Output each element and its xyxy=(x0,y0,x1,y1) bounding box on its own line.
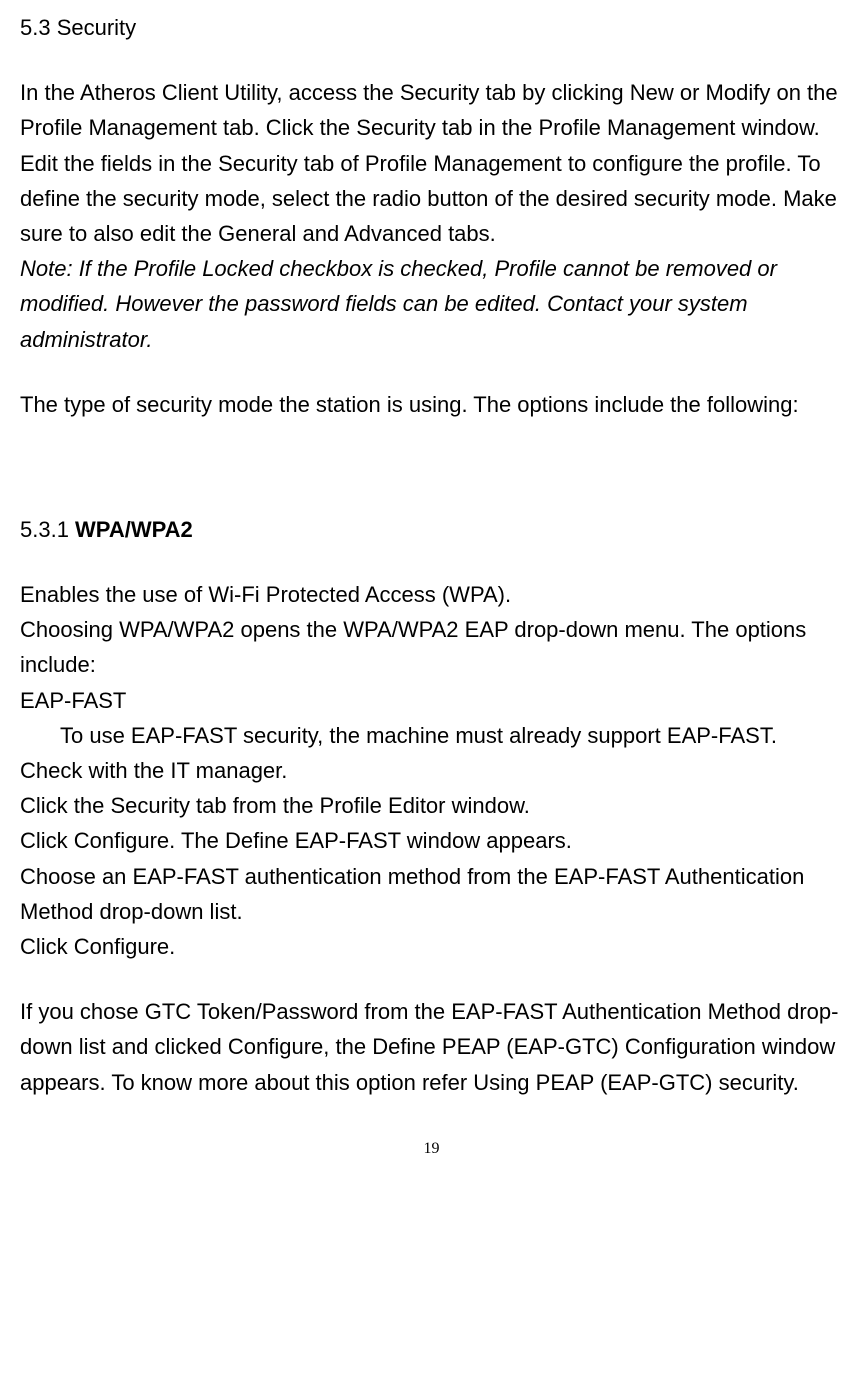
paragraph-click-configure-2: Click Configure. xyxy=(20,929,843,964)
subsection-number: 5.3.1 xyxy=(20,517,75,542)
subsection-title: WPA/WPA2 xyxy=(75,517,193,542)
paragraph-click-security: Click the Security tab from the Profile … xyxy=(20,788,843,823)
paragraph-wpa-options: Choosing WPA/WPA2 opens the WPA/WPA2 EAP… xyxy=(20,612,843,682)
subsection-heading: 5.3.1 WPA/WPA2 xyxy=(20,512,843,547)
spacer xyxy=(20,422,843,512)
note-text: Note: If the Profile Locked checkbox is … xyxy=(20,251,843,357)
paragraph-options-intro: The type of security mode the station is… xyxy=(20,387,843,422)
paragraph-eapfast-check: Check with the IT manager. xyxy=(20,753,843,788)
spacer xyxy=(20,964,843,994)
paragraph-choose-method: Choose an EAP-FAST authentication method… xyxy=(20,859,843,929)
indented-text: To use EAP-FAST security, the machine mu… xyxy=(20,723,777,748)
spacer xyxy=(20,357,843,387)
paragraph-click-configure: Click Configure. The Define EAP-FAST win… xyxy=(20,823,843,858)
paragraph-eapfast-label: EAP-FAST xyxy=(20,683,843,718)
document-page: 5.3 Security In the Atheros Client Utili… xyxy=(0,0,863,1178)
paragraph-gtc-token: If you chose GTC Token/Password from the… xyxy=(20,994,843,1100)
page-number: 19 xyxy=(20,1140,843,1158)
paragraph-wpa-enable: Enables the use of Wi-Fi Protected Acces… xyxy=(20,577,843,612)
paragraph-eapfast-support: To use EAP-FAST security, the machine mu… xyxy=(20,718,843,753)
paragraph-intro-2: Edit the fields in the Security tab of P… xyxy=(20,146,843,252)
paragraph-intro-1: In the Atheros Client Utility, access th… xyxy=(20,75,843,145)
section-title: 5.3 Security xyxy=(20,10,843,45)
